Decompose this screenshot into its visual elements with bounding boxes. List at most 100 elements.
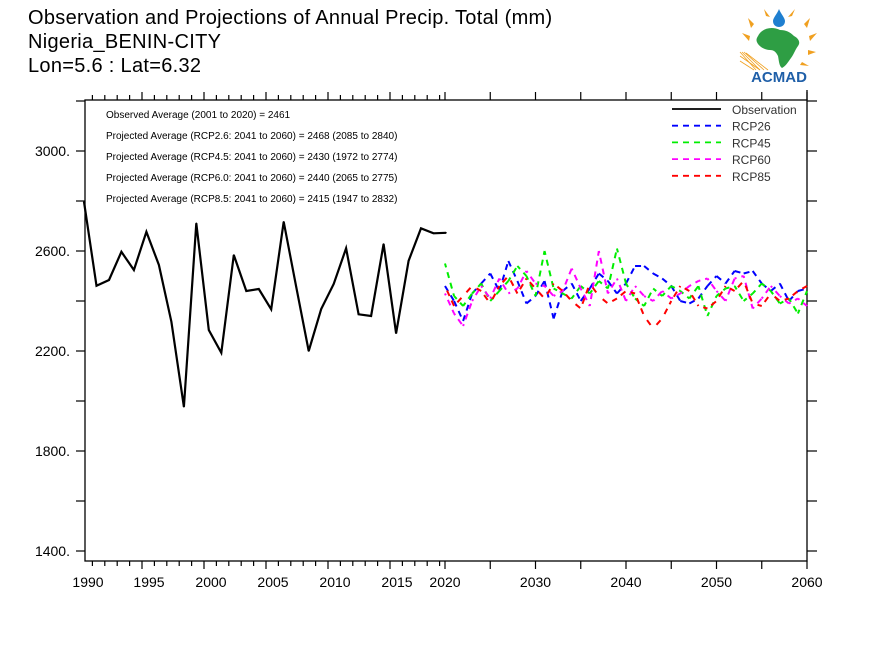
series-segment bbox=[725, 285, 735, 290]
series-segment bbox=[706, 275, 718, 287]
series-rcp26 bbox=[444, 260, 808, 322]
series-segment bbox=[571, 300, 582, 310]
location-name: Nigeria_BENIN-CITY bbox=[28, 31, 222, 53]
series-segment bbox=[652, 287, 663, 297]
series-segment bbox=[570, 268, 582, 289]
series-segment bbox=[724, 278, 736, 302]
series-segment bbox=[534, 250, 546, 297]
observation-point bbox=[245, 290, 248, 292]
series-segment bbox=[779, 297, 790, 302]
series-segment bbox=[570, 283, 582, 302]
annotations: Observed Average (2001 to 2020) = 2461 Pr… bbox=[106, 110, 397, 205]
series-segment bbox=[751, 282, 763, 295]
series-rcp60 bbox=[444, 250, 808, 327]
observation-point bbox=[295, 285, 298, 288]
series-segment bbox=[598, 280, 609, 290]
series-segment bbox=[507, 265, 519, 282]
x-axis: 1990 1995 2000 2005 2010 2015 2020 2030 2040 2050… bbox=[72, 92, 823, 590]
series-segment bbox=[588, 282, 600, 297]
logo-text: ACMAD bbox=[751, 69, 807, 84]
chart-title: Observation and Projections of Annual Pr… bbox=[28, 7, 553, 29]
series-segment bbox=[525, 295, 537, 305]
series-segment bbox=[706, 277, 718, 292]
series-segment bbox=[489, 290, 501, 302]
series-segment bbox=[688, 285, 700, 300]
series-segment bbox=[462, 293, 474, 322]
observation-point bbox=[407, 259, 410, 262]
series-segment bbox=[652, 317, 663, 330]
average-annotation: Observed Average (2001 to 2020) = 2461 bbox=[106, 110, 291, 121]
series-segment bbox=[498, 277, 510, 295]
series-rcp45 bbox=[444, 248, 808, 317]
series-segment bbox=[453, 300, 465, 322]
series-segment bbox=[570, 285, 582, 300]
series-segment bbox=[715, 287, 727, 297]
observation-point bbox=[432, 232, 435, 235]
observation-point bbox=[270, 308, 273, 311]
observation-point bbox=[220, 351, 223, 354]
y-axis: 3000. 2600. 2200. 1800. 1400. bbox=[35, 100, 817, 559]
series-segment bbox=[580, 285, 591, 295]
series-segment bbox=[715, 285, 727, 302]
series-segment bbox=[498, 280, 510, 292]
series-segment bbox=[616, 282, 627, 295]
series-segment bbox=[661, 300, 673, 319]
series-segment bbox=[788, 297, 799, 305]
series-segment bbox=[462, 292, 473, 307]
series-segment bbox=[769, 290, 781, 305]
series-segment bbox=[679, 285, 690, 295]
series-segment bbox=[489, 278, 501, 299]
series-segment bbox=[453, 295, 464, 307]
series-segment bbox=[552, 290, 564, 319]
series-segment bbox=[444, 285, 455, 307]
series-segment bbox=[453, 312, 464, 327]
series-segment bbox=[498, 260, 510, 292]
observation-point bbox=[420, 227, 422, 230]
observation-point bbox=[108, 279, 110, 281]
observation-point bbox=[133, 269, 135, 271]
series-segment bbox=[697, 285, 709, 300]
series-segment bbox=[770, 292, 781, 302]
y-tick-label: 2200. bbox=[35, 343, 70, 359]
series-segment bbox=[643, 315, 654, 330]
observation-point bbox=[370, 315, 372, 317]
series-segment bbox=[788, 297, 799, 315]
series-group bbox=[82, 200, 808, 408]
y-tick-label: 3000. bbox=[35, 143, 70, 159]
series-segment bbox=[643, 295, 654, 302]
observation-point bbox=[320, 308, 322, 310]
series-segment bbox=[670, 285, 682, 302]
series-segment bbox=[760, 285, 772, 300]
series-segment bbox=[770, 282, 781, 292]
series-segment bbox=[688, 290, 700, 307]
series-segment bbox=[670, 285, 681, 292]
observation-point bbox=[83, 200, 85, 203]
series-segment bbox=[734, 275, 744, 280]
series-segment bbox=[516, 265, 528, 277]
x-tick-label: 2060 bbox=[791, 574, 822, 590]
y-tick-label: 2600. bbox=[35, 243, 70, 259]
series-segment bbox=[698, 305, 708, 310]
x-tick-label: 2015 bbox=[381, 574, 412, 590]
series-segment bbox=[742, 275, 754, 309]
plot-border bbox=[84, 99, 808, 562]
series-segment bbox=[579, 288, 591, 307]
x-tick-label: 2005 bbox=[257, 574, 288, 590]
series-segment bbox=[751, 297, 763, 310]
series-segment bbox=[652, 290, 663, 302]
observation-point bbox=[95, 284, 98, 287]
series-segment bbox=[661, 285, 672, 297]
average-annotation: Projected Average (RCP4.5: 2041 to 2060)… bbox=[106, 152, 397, 163]
observation-point bbox=[307, 350, 310, 352]
series-segment bbox=[480, 285, 492, 300]
series-segment bbox=[516, 280, 528, 304]
series-segment bbox=[670, 292, 681, 300]
observation-point bbox=[232, 254, 235, 256]
series-segment bbox=[598, 272, 609, 282]
series-segment bbox=[471, 282, 482, 295]
average-annotation: Projected Average (RCP6.0: 2041 to 2060)… bbox=[106, 173, 397, 184]
series-segment bbox=[715, 275, 727, 285]
series-segment bbox=[507, 260, 519, 282]
series-segment bbox=[480, 272, 491, 285]
